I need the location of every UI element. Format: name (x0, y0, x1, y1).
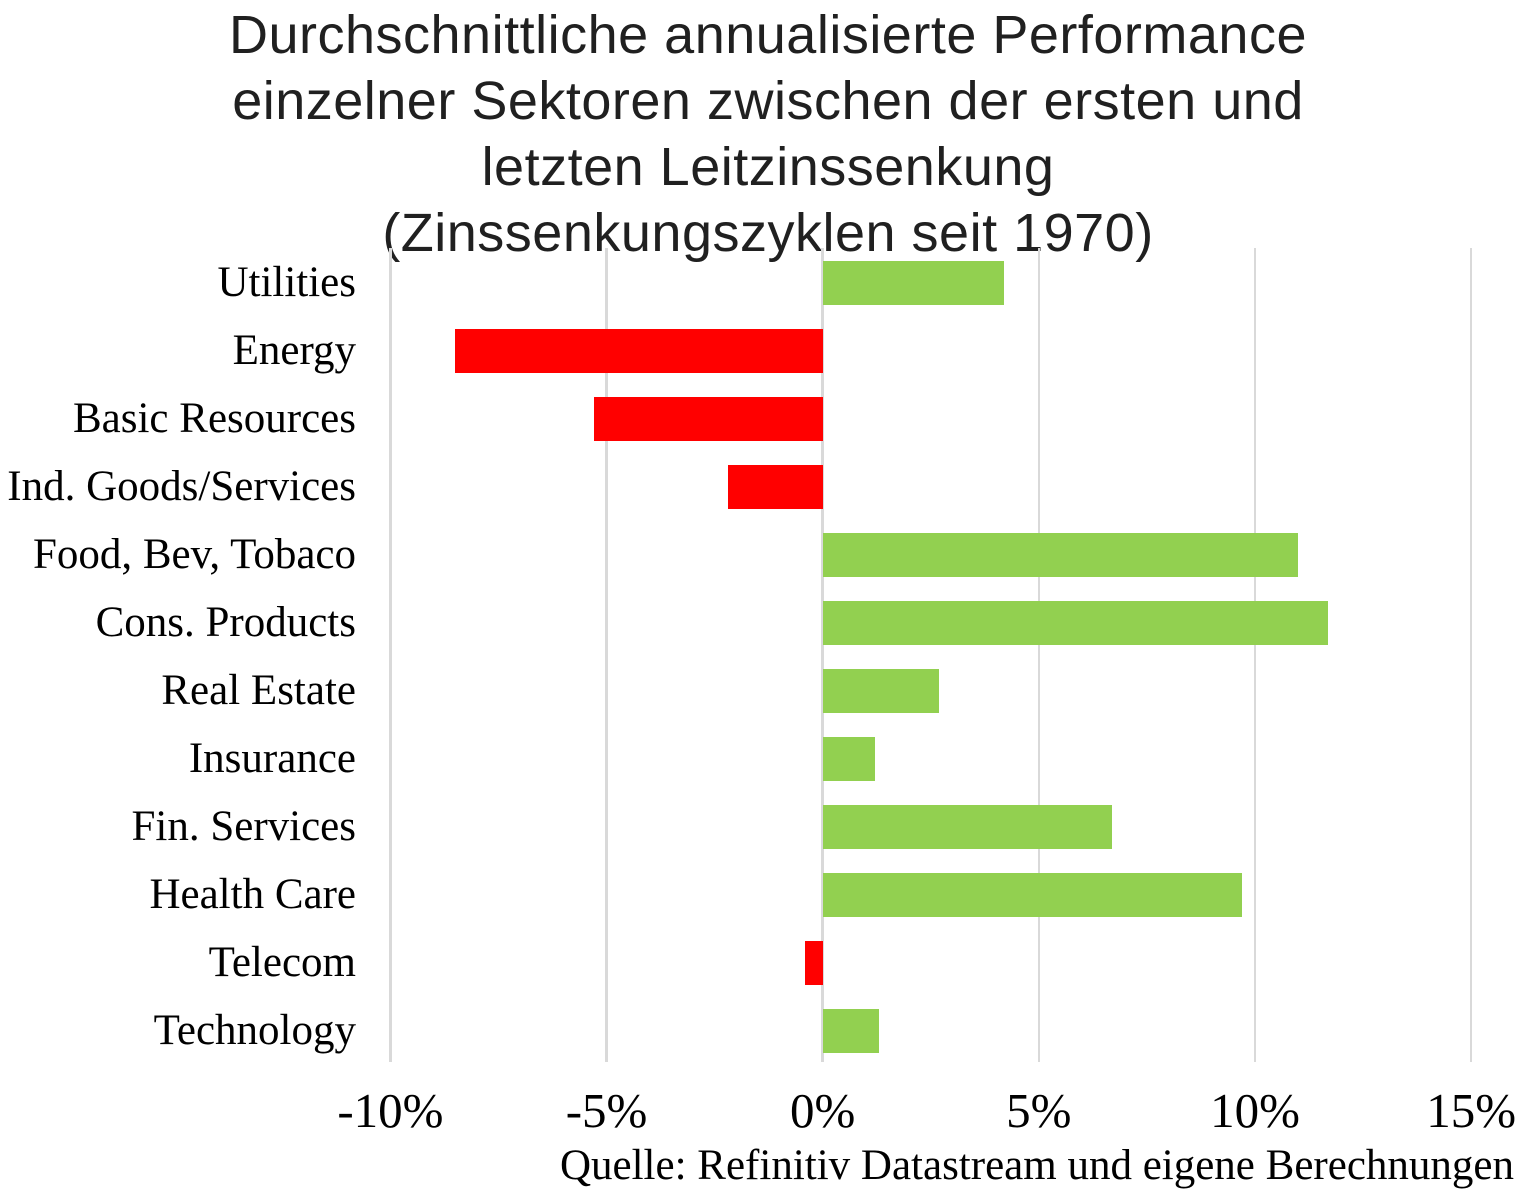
x-tick-label-15%: 15% (1426, 1083, 1517, 1138)
bar-fin-services (822, 804, 1113, 849)
category-label-insurance: Insurance (188, 734, 356, 782)
category-label-cons-products: Cons. Products (95, 598, 356, 646)
gridline-15% (1469, 248, 1473, 1062)
gridline-5% (1037, 248, 1041, 1062)
source-credit: Quelle: Refinitiv Datastream und eigene … (559, 1142, 1514, 1189)
bar-basic-resources (593, 396, 823, 441)
x-tick-label--5%: -5% (565, 1083, 648, 1138)
gridline-0% (821, 248, 824, 1062)
bar-ind-goods-services (727, 464, 823, 509)
chart-title-line-4: (Zinssenkungszyklen seit 1970) (382, 203, 1154, 263)
chart-title-line-1: Durchschnittliche annualisierte Performa… (228, 5, 1307, 65)
category-label-energy: Energy (232, 326, 356, 374)
bar-technology (822, 1008, 879, 1053)
bar-energy (455, 328, 823, 373)
category-label-food-bev-tobaco: Food, Bev, Tobaco (32, 530, 356, 578)
chart-title-line-2: einzelner Sektoren zwischen der ersten u… (232, 71, 1304, 131)
chart-title: Durchschnittliche annualisierte Performa… (0, 2, 1536, 266)
bar-real-estate (822, 668, 940, 713)
category-label-utilities: Utilities (217, 258, 356, 306)
bar-health-care (822, 872, 1243, 917)
x-tick-label-5%: 5% (1006, 1083, 1072, 1138)
bar-insurance (822, 736, 875, 781)
gridline-10% (1253, 248, 1257, 1062)
category-label-basic-resources: Basic Resources (72, 394, 356, 442)
category-label-real-estate: Real Estate (161, 666, 356, 714)
chart-title-line-3: letzten Leitzinssenkung (481, 137, 1055, 197)
category-label-telecom: Telecom (208, 938, 356, 986)
x-tick-label-0%: 0% (790, 1083, 856, 1138)
category-label-health-care: Health Care (149, 870, 356, 918)
gridline--5% (605, 248, 608, 1062)
bar-cons-products (822, 600, 1329, 645)
category-label-ind-goods-services: Ind. Goods/Services (7, 462, 356, 510)
category-label-technology: Technology (153, 1006, 356, 1054)
x-tick-label-10%: 10% (1210, 1083, 1300, 1138)
category-label-fin-services: Fin. Services (131, 802, 356, 850)
bar-food-bev-tobaco (822, 532, 1299, 577)
bar-utilities (822, 260, 1005, 305)
bar-telecom (805, 940, 823, 985)
x-tick-label--10%: -10% (337, 1083, 444, 1138)
gridline--10% (389, 248, 392, 1062)
